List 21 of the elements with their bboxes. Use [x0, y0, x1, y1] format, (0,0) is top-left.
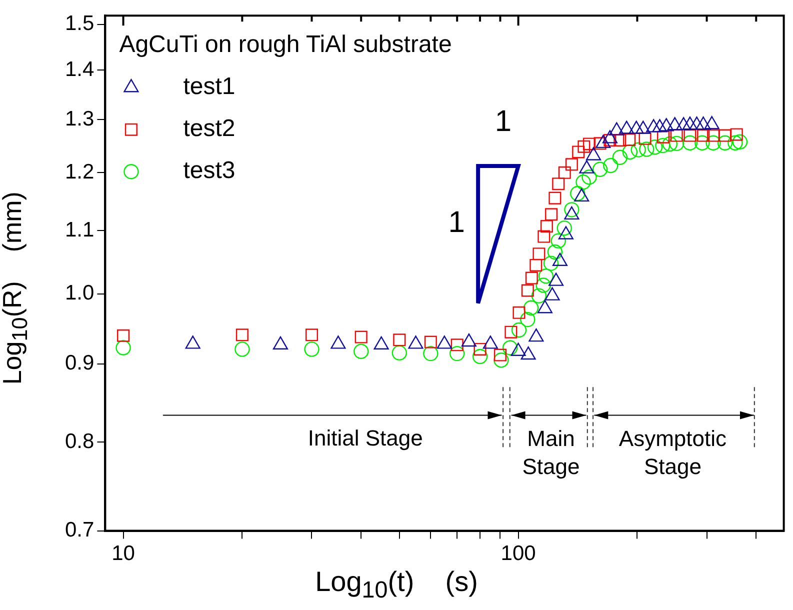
annotation: Initial Stage [308, 426, 423, 451]
x-tick-label: 10 [112, 542, 135, 566]
y-tick-label: 1.5 [64, 12, 94, 36]
x-axis-title: Log$_{10}$(t) (s) [314, 566, 479, 604]
legend-label: test3 [183, 157, 236, 184]
y-tick-label: 0.9 [64, 352, 94, 375]
annotation: 1 [494, 104, 512, 138]
y-tick-label: 0.7 [64, 518, 94, 542]
annotation: Main Stage [522, 426, 580, 479]
annotation: 1 [448, 206, 465, 240]
x-tick-label: 100 [500, 542, 536, 566]
y-tick-label: 0.8 [64, 430, 94, 453]
y-tick-label: 1.1 [64, 218, 94, 242]
y-tick-label: 1.3 [64, 107, 94, 130]
y-tick-label: 1.2 [64, 160, 94, 184]
annotation: Asymptotic Stage [618, 426, 727, 479]
y-tick-label: 1.0 [64, 282, 94, 305]
legend-label: test2 [183, 115, 236, 142]
legend-label: test1 [183, 73, 236, 100]
y-tick-label: 1.4 [64, 58, 95, 82]
legend-title: AgCuTi on rough TiAl substrate [119, 31, 452, 58]
